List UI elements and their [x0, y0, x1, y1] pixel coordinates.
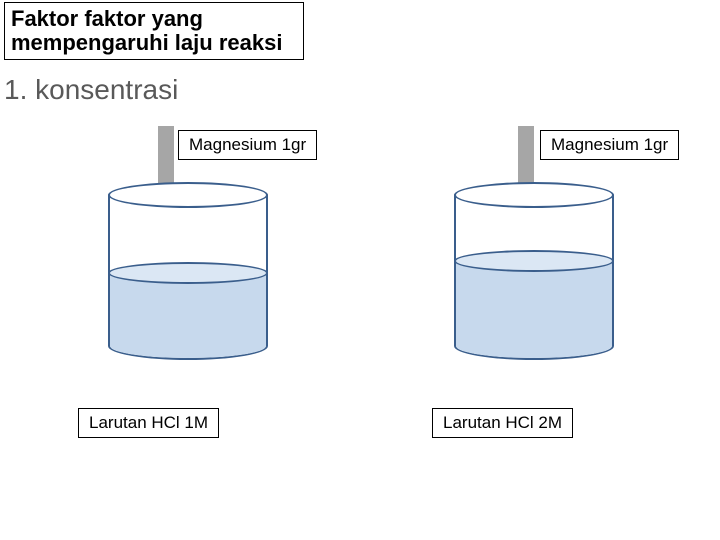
- liquid-surface-left: [108, 262, 268, 284]
- title-line-1: Faktor faktor yang: [11, 7, 293, 31]
- liquid-left: [110, 272, 266, 358]
- magnesium-label-left: Magnesium 1gr: [178, 130, 317, 160]
- beaker-right: [454, 182, 614, 362]
- magnesium-label-right: Magnesium 1gr: [540, 130, 679, 160]
- beaker-rim-right: [454, 182, 614, 208]
- section-heading: 1. konsentrasi: [4, 74, 178, 106]
- beaker-body-right: [454, 195, 614, 360]
- liquid-right: [456, 260, 612, 358]
- magnesium-strip-right: [518, 126, 534, 184]
- magnesium-strip-left: [158, 126, 174, 184]
- hcl-label-left: Larutan HCl 1M: [78, 408, 219, 438]
- title-box: Faktor faktor yang mempengaruhi laju rea…: [4, 2, 304, 60]
- liquid-surface-right: [454, 250, 614, 272]
- title-line-2: mempengaruhi laju reaksi: [11, 31, 293, 55]
- hcl-label-right: Larutan HCl 2M: [432, 408, 573, 438]
- beaker-left: [108, 182, 268, 362]
- beaker-rim-left: [108, 182, 268, 208]
